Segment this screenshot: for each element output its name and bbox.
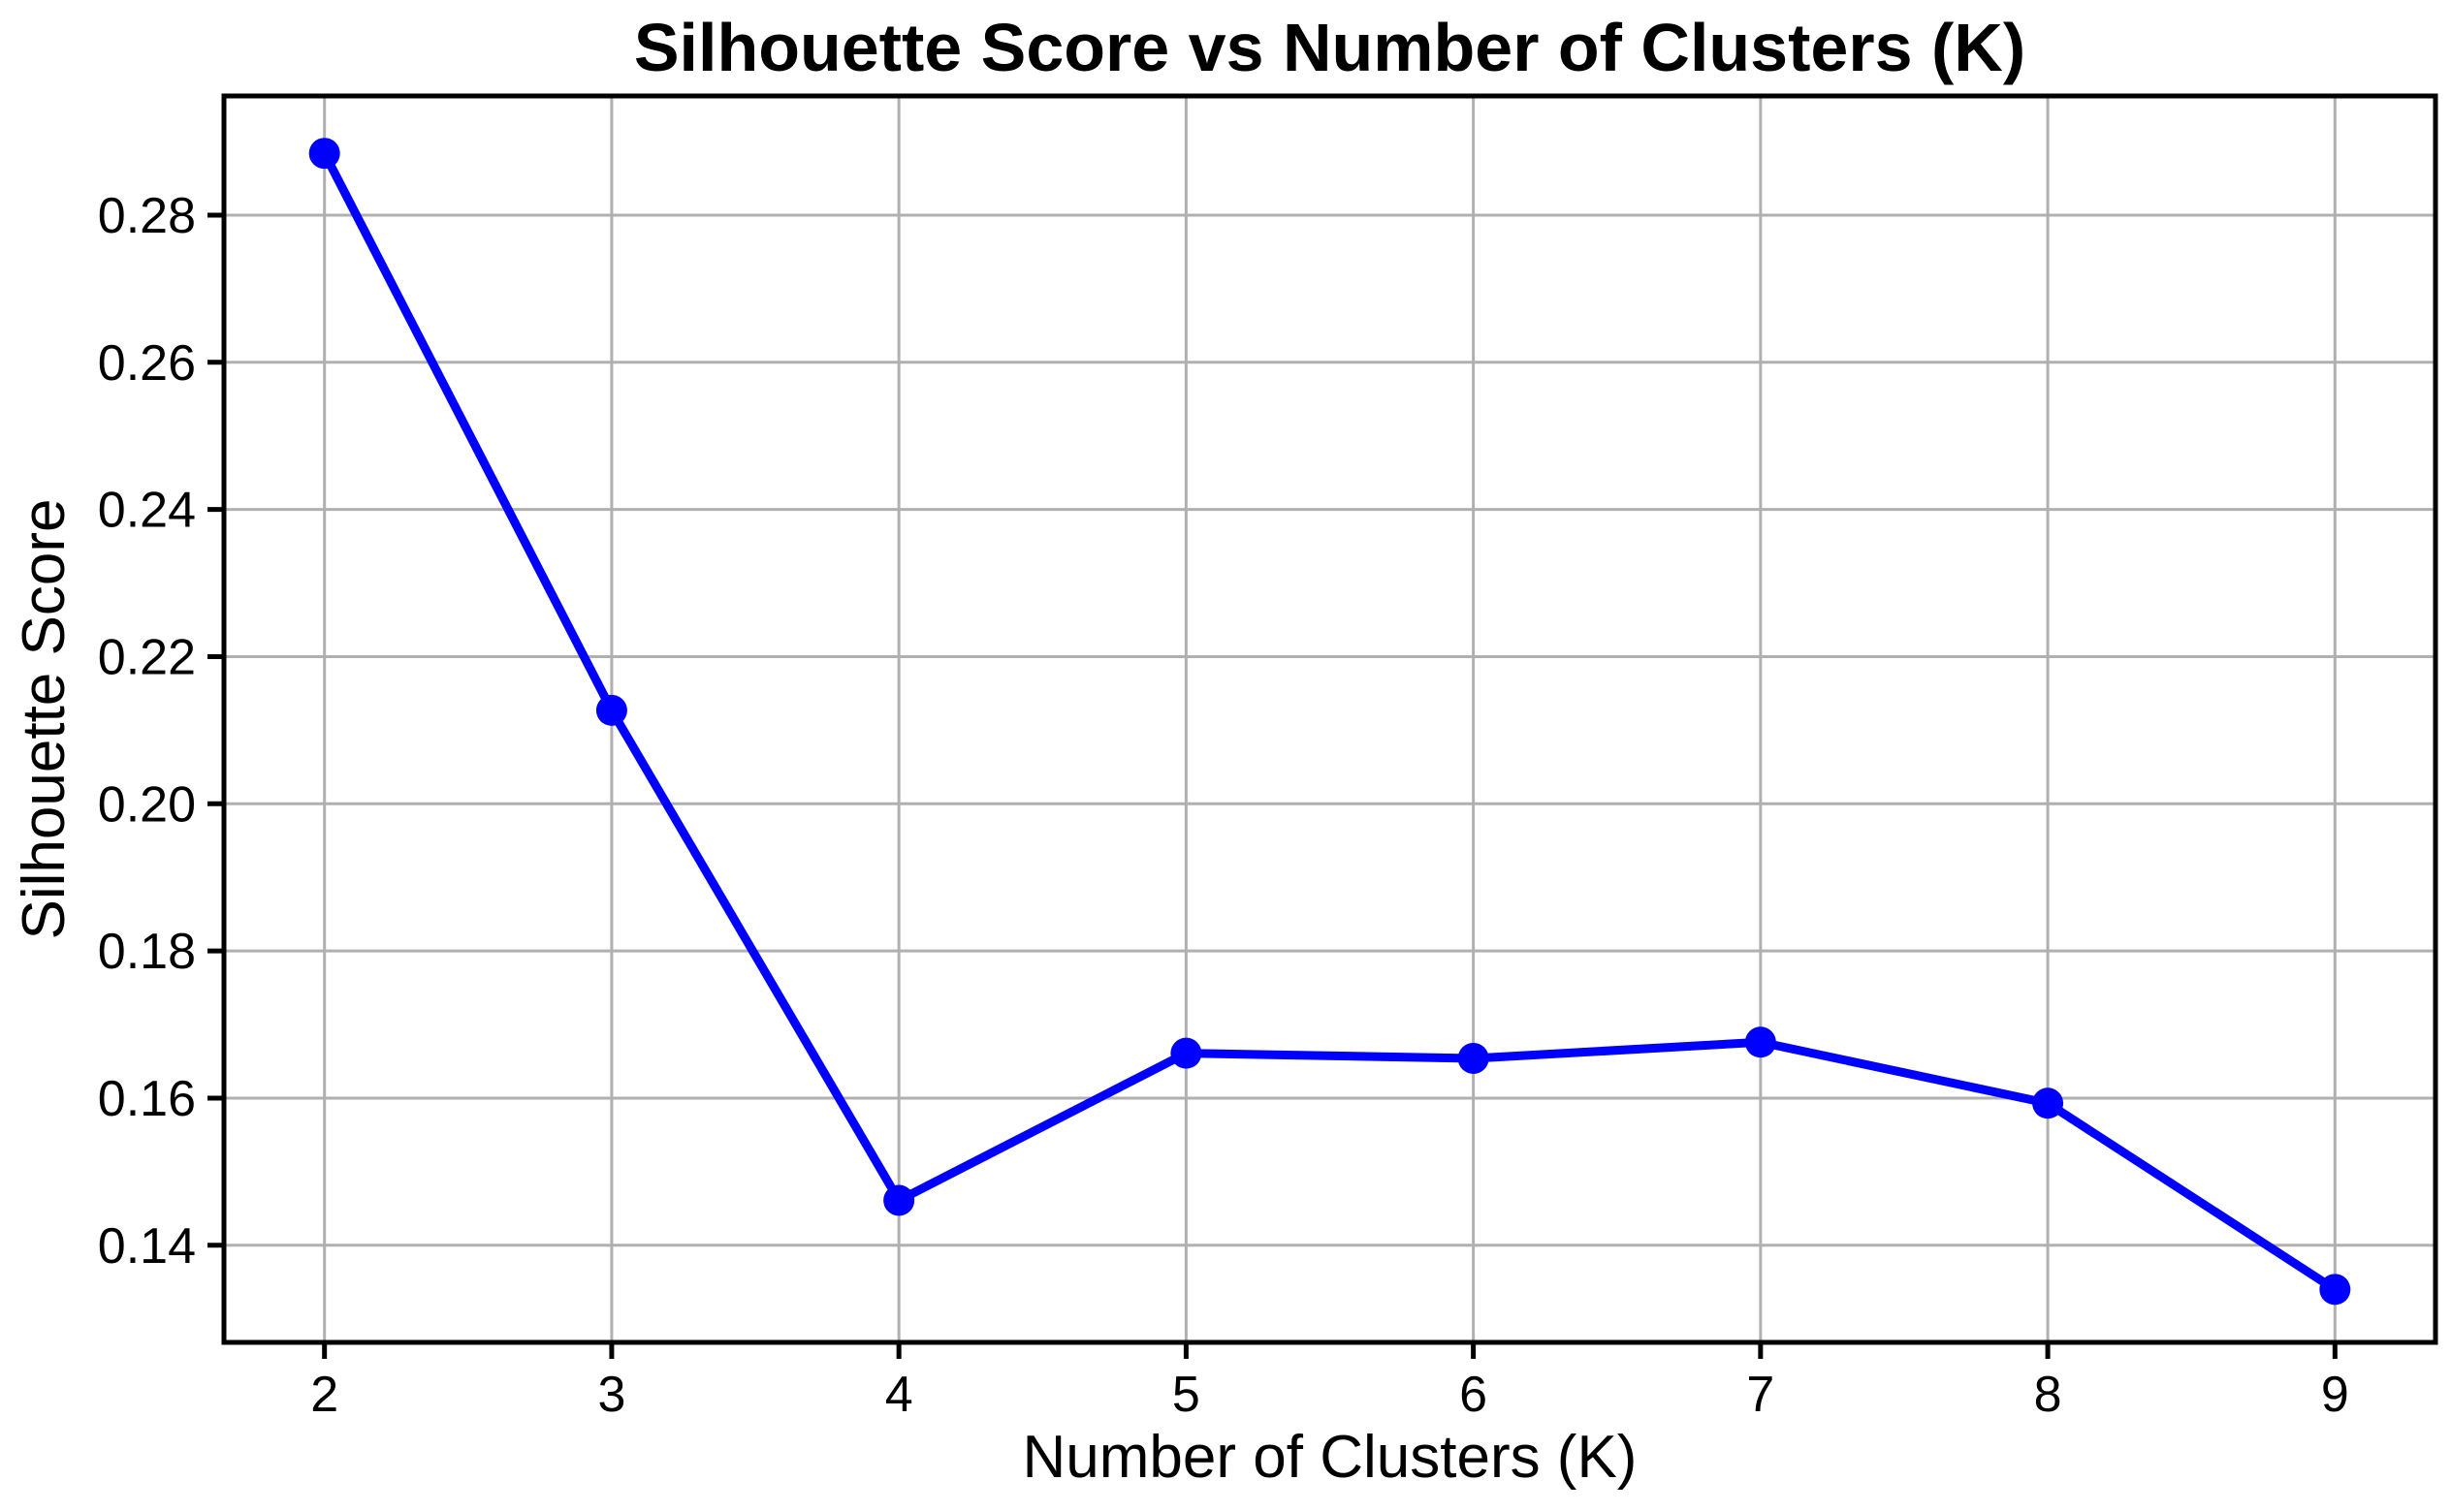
y-tick-label: 0.16 bbox=[98, 1071, 196, 1127]
chart-title: Silhouette Score vs Number of Clusters (… bbox=[634, 10, 2025, 85]
y-tick-label: 0.14 bbox=[98, 1218, 196, 1275]
y-tick-label: 0.28 bbox=[98, 188, 196, 244]
plot-area: 2 3 4 5 6 7 8 9 0.14 0.16 0.18 0.20 0.22 0.24 0.26 0.28 bbox=[98, 93, 2438, 1423]
plot-border bbox=[221, 93, 2438, 1345]
x-tick-label: 9 bbox=[2321, 1367, 2349, 1423]
y-tick-label: 0.22 bbox=[98, 629, 196, 685]
x-tick-label: 5 bbox=[1172, 1367, 1200, 1423]
data-point-marker bbox=[2319, 1274, 2351, 1306]
data-point-marker bbox=[1457, 1042, 1489, 1074]
y-tick-label: 0.26 bbox=[98, 335, 196, 392]
x-tick-label: 4 bbox=[885, 1367, 913, 1423]
y-tick-label: 0.18 bbox=[98, 924, 196, 980]
data-point-marker bbox=[308, 138, 340, 170]
x-tick-label: 3 bbox=[597, 1367, 625, 1423]
data-point-marker bbox=[1170, 1037, 1202, 1069]
data-point-marker bbox=[2032, 1087, 2064, 1119]
y-tick-label: 0.24 bbox=[98, 483, 196, 539]
x-axis-label: Number of Clusters (K) bbox=[1023, 1424, 1638, 1491]
x-tick-label: 2 bbox=[310, 1367, 338, 1423]
x-tick-label: 6 bbox=[1459, 1367, 1487, 1423]
y-tick-label: 0.20 bbox=[98, 776, 196, 833]
data-point-marker bbox=[1744, 1026, 1776, 1058]
data-point-marker bbox=[595, 694, 627, 726]
data-point-marker bbox=[883, 1184, 915, 1216]
x-tick-label: 7 bbox=[1746, 1367, 1774, 1423]
data-line bbox=[320, 148, 2340, 1294]
y-axis-label: Silhouette Score bbox=[11, 499, 78, 940]
x-tick-label: 8 bbox=[2034, 1367, 2062, 1423]
